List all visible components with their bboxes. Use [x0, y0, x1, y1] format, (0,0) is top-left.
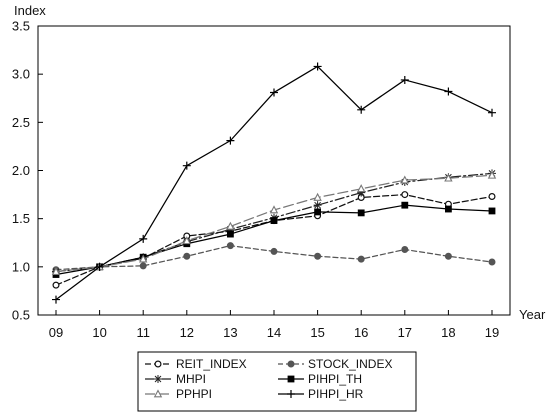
series-point-pphpi	[226, 221, 235, 230]
series-point-pphpi	[313, 192, 322, 201]
y-tick-label: 1.5	[12, 211, 30, 226]
series-point-pihpi-hr	[226, 136, 235, 145]
x-tick-label: 11	[136, 325, 150, 340]
series-point-stock-index	[139, 262, 147, 270]
x-tick-label: 13	[223, 325, 237, 340]
legend: REIT_INDEX STOCK_INDEX MHPI PIHPI_TH PPHPI PI…	[145, 357, 392, 401]
series-point-pihpi-th	[488, 207, 496, 215]
legend-item-reit-index: REIT_INDEX	[145, 357, 247, 371]
series-point-pphpi	[269, 205, 279, 214]
y-tick-label: 2.5	[12, 115, 30, 130]
legend-item-mhpi: MHPI	[145, 372, 206, 386]
y-axis-title: Index	[14, 3, 46, 18]
legend-label-reit-index: REIT_INDEX	[176, 357, 247, 371]
series-point-stock-index	[357, 255, 365, 263]
x-tick-label: 19	[485, 325, 499, 340]
series-point-pphpi	[444, 173, 453, 182]
series-point-pihpi-hr	[52, 295, 60, 304]
series-group	[51, 62, 497, 304]
x-tick-label: 12	[180, 325, 194, 340]
series-point-pihpi-hr	[357, 105, 366, 114]
legend-marker-mhpi	[154, 375, 162, 383]
legend-item-pihpi-hr: PIHPI_HR	[278, 387, 364, 401]
series-point-stock-index	[226, 242, 234, 250]
legend-label-mhpi: MHPI	[176, 372, 206, 386]
series-point-pihpi-th	[357, 209, 365, 217]
series-point-pihpi-hr	[95, 262, 104, 271]
x-axis-title: Year	[519, 307, 546, 322]
legend-marker-reit-index	[154, 360, 162, 368]
x-tick-label: 15	[310, 325, 324, 340]
series-stock-index	[52, 242, 496, 274]
series-point-pihpi-th	[227, 230, 234, 238]
series-point-stock-index	[488, 258, 496, 266]
series-point-pihpi-hr	[444, 87, 453, 96]
series-point-pihpi-hr	[400, 75, 409, 84]
legend-label-pphpi: PPHPI	[176, 387, 212, 401]
series-point-pphpi	[51, 266, 61, 275]
series-point-mhpi	[313, 201, 322, 210]
series-point-pphpi	[138, 254, 148, 263]
series-point-pihpi-hr	[488, 108, 496, 117]
y-tick-label: 2.0	[12, 163, 30, 178]
series-point-pihpi-hr	[139, 234, 148, 243]
series-point-pihpi-th	[314, 208, 322, 216]
series-point-pphpi	[487, 170, 497, 179]
x-tick-label: 16	[354, 325, 368, 340]
series-point-pihpi-hr	[313, 62, 322, 71]
series-pihpi-hr	[52, 62, 496, 304]
series-point-stock-index	[183, 252, 191, 260]
legend-item-pphpi: PPHPI	[145, 387, 212, 401]
series-point-stock-index	[401, 245, 409, 253]
y-tick-label: 3.0	[12, 67, 30, 82]
plot-frame	[37, 25, 511, 316]
series-point-pihpi-th	[401, 201, 409, 209]
legend-box	[137, 351, 417, 412]
series-point-pphpi	[400, 175, 410, 184]
x-tick-label: 18	[441, 325, 455, 340]
series-point-stock-index	[444, 252, 452, 260]
x-tick-label: 09	[49, 325, 63, 340]
legend-marker-pihpi-hr	[287, 390, 295, 398]
legend-label-pihpi-th: PIHPI_TH	[308, 372, 362, 386]
legend-marker-pphpi	[153, 389, 163, 398]
series-point-pihpi-th	[445, 205, 452, 213]
y-tick-label: 1.0	[12, 259, 30, 274]
series-point-reit-index	[488, 193, 496, 201]
series-point-pihpi-hr	[182, 161, 191, 170]
legend-item-stock-index: STOCK_INDEX	[278, 357, 392, 371]
series-point-pihpi-hr	[270, 88, 278, 97]
y-tick-label: 0.5	[12, 308, 30, 323]
series-line-pihpi-hr	[55, 65, 493, 301]
legend-marker-stock-index	[287, 360, 295, 368]
series-pphpi	[51, 170, 497, 275]
legend-item-pihpi-th: PIHPI_TH	[278, 372, 362, 386]
series-point-reit-index	[401, 191, 409, 199]
x-axis: 09 10 11 12 13 14 15 16 17 18 19	[49, 310, 499, 340]
series-point-pihpi-th	[270, 217, 278, 224]
y-axis: 0.5 1.0 1.5 2.0 2.5 3.0 3.5	[12, 19, 43, 323]
series-point-pphpi	[356, 184, 366, 193]
legend-label-stock-index: STOCK_INDEX	[308, 357, 392, 371]
x-tick-label: 10	[92, 325, 106, 340]
series-point-stock-index	[270, 247, 278, 255]
series-point-mhpi	[357, 188, 366, 197]
x-tick-label: 14	[267, 325, 281, 340]
legend-label-pihpi-hr: PIHPI_HR	[308, 387, 364, 401]
series-point-stock-index	[314, 252, 322, 260]
series-point-pphpi	[182, 236, 192, 245]
y-tick-label: 3.5	[12, 19, 30, 34]
series-point-reit-index	[52, 281, 60, 289]
legend-marker-pihpi-th	[287, 375, 295, 383]
x-tick-label: 17	[398, 325, 412, 340]
